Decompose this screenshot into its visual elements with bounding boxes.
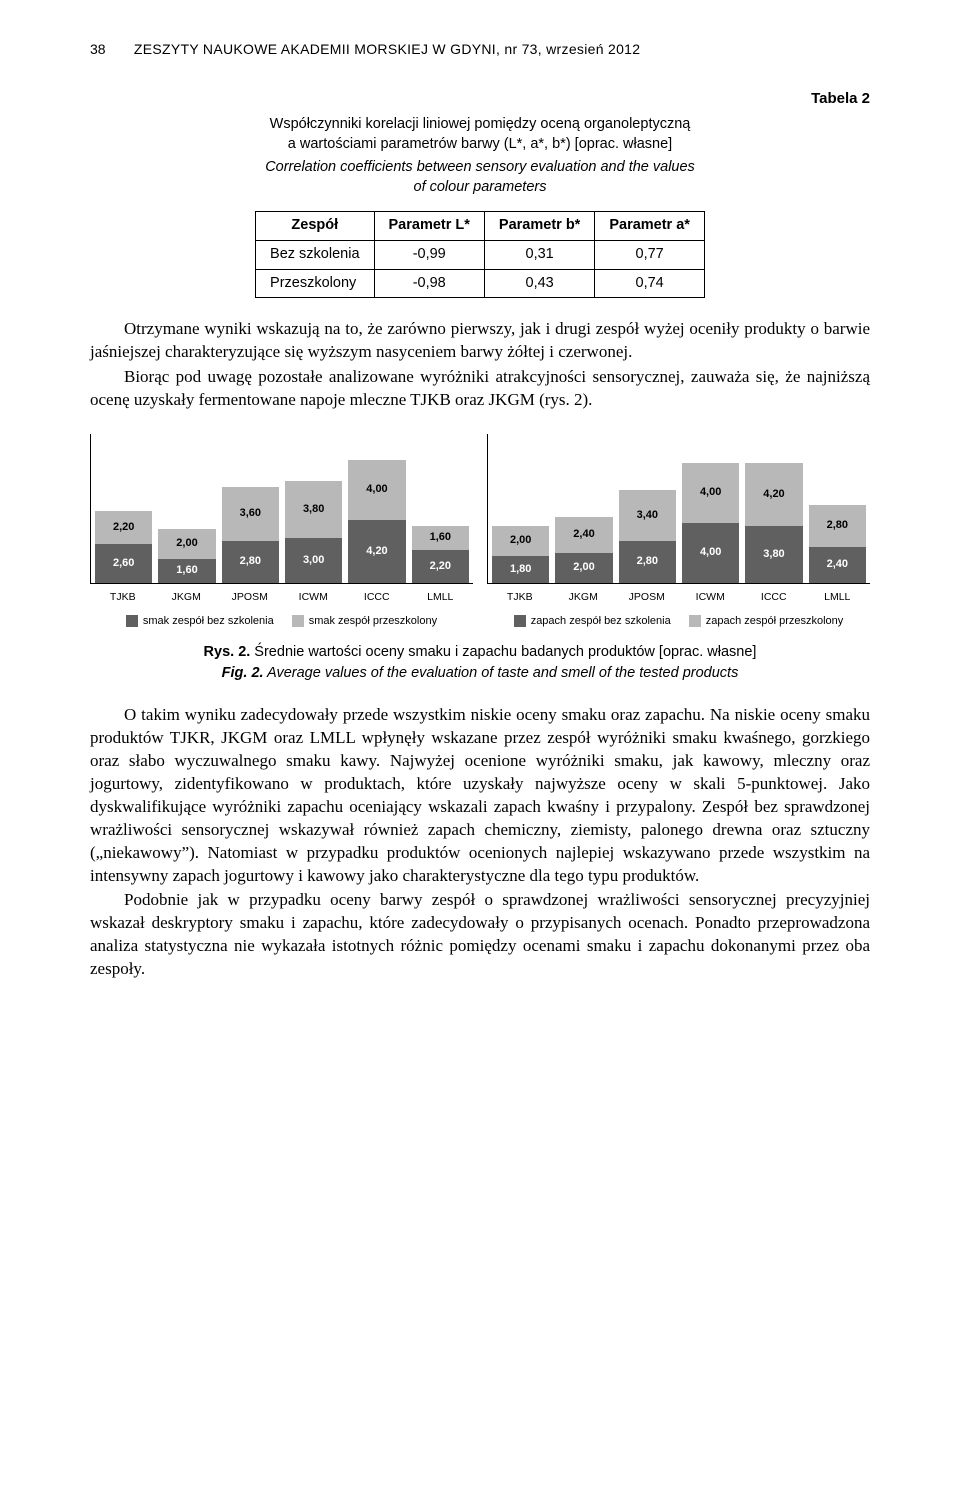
table-row: Bez szkolenia -0,99 0,31 0,77 <box>256 240 705 269</box>
bar: 2,402,80 <box>809 505 866 583</box>
legend-item: smak zespół bez szkolenia <box>126 614 274 629</box>
bar-segment: 2,80 <box>619 541 676 583</box>
running-header: 38 ZESZYTY NAUKOWE AKADEMII MORSKIEJ W G… <box>90 40 870 59</box>
x-axis-label: TJKB <box>94 590 152 604</box>
bar-segment: 2,00 <box>555 553 612 583</box>
bar-segment: 4,00 <box>682 523 739 583</box>
bar: 2,002,40 <box>555 517 612 583</box>
legend-item: smak zespół przeszkolony <box>292 614 437 629</box>
bar: 4,204,00 <box>348 460 405 583</box>
legend-item: zapach zespół przeszkolony <box>689 614 844 629</box>
bar-segment: 4,00 <box>682 463 739 523</box>
bar-segment: 2,00 <box>492 526 549 556</box>
bar: 2,803,40 <box>619 490 676 583</box>
paragraph: Biorąc pod uwagę pozostałe analizowane w… <box>90 366 870 412</box>
bar: 2,803,60 <box>222 487 279 583</box>
bar-segment: 2,00 <box>158 529 215 559</box>
paragraph: Podobnie jak w przypadku oceny barwy zes… <box>90 889 870 981</box>
bar-segment: 1,80 <box>492 556 549 583</box>
x-axis-label: ICWM <box>285 590 343 604</box>
legend-item: zapach zespół bez szkolenia <box>514 614 671 629</box>
bar-segment: 1,60 <box>158 559 215 583</box>
x-axis-label: JPOSM <box>618 590 676 604</box>
bar: 3,804,20 <box>745 463 802 583</box>
charts-container: 2,602,201,602,002,803,603,003,804,204,00… <box>90 434 870 629</box>
bar-segment: 3,80 <box>745 526 802 583</box>
bar-segment: 3,80 <box>285 481 342 538</box>
bar: 4,004,00 <box>682 463 739 583</box>
bar-segment: 2,40 <box>555 517 612 553</box>
bar: 3,003,80 <box>285 481 342 583</box>
bar-segment: 4,20 <box>745 463 802 526</box>
correlation-table: Zespół Parametr L* Parametr b* Parametr … <box>255 211 705 298</box>
chart-legend: zapach zespół bez szkolenia zapach zespó… <box>487 614 870 629</box>
bar-segment: 3,40 <box>619 490 676 541</box>
x-axis-label: JPOSM <box>221 590 279 604</box>
smell-chart: 1,802,002,002,402,803,404,004,003,804,20… <box>487 434 870 629</box>
bar: 2,201,60 <box>412 526 469 583</box>
figure-caption-pl: Rys. 2. Średnie wartości oceny smaku i z… <box>90 643 870 663</box>
table-caption-pl: Współczynniki korelacji liniowej pomiędz… <box>90 115 870 154</box>
bar-segment: 2,40 <box>809 547 866 583</box>
x-axis-label: JKGM <box>158 590 216 604</box>
x-axis-label: ICCC <box>348 590 406 604</box>
taste-chart: 2,602,201,602,002,803,603,003,804,204,00… <box>90 434 473 629</box>
legend-swatch <box>126 615 138 627</box>
bar-segment: 2,20 <box>95 511 152 544</box>
col-header: Parametr L* <box>374 212 484 241</box>
table-caption-en: Correlation coefficients between sensory… <box>90 158 870 197</box>
bar-segment: 1,60 <box>412 526 469 550</box>
x-axis-label: LMLL <box>412 590 470 604</box>
bar: 1,602,00 <box>158 529 215 583</box>
x-axis-label: LMLL <box>809 590 867 604</box>
col-header: Parametr b* <box>484 212 594 241</box>
figure-caption-en: Fig. 2. Average values of the evaluation… <box>90 664 870 684</box>
bar: 1,802,00 <box>492 526 549 583</box>
x-axis-label: ICCC <box>745 590 803 604</box>
table-row: Przeszkolony -0,98 0,43 0,74 <box>256 269 705 298</box>
x-axis-label: JKGM <box>555 590 613 604</box>
legend-swatch <box>292 615 304 627</box>
bar-segment: 3,00 <box>285 538 342 583</box>
chart-legend: smak zespół bez szkolenia smak zespół pr… <box>90 614 473 629</box>
legend-swatch <box>514 615 526 627</box>
bar-segment: 2,80 <box>222 541 279 583</box>
bar-segment: 2,80 <box>809 505 866 547</box>
bar-segment: 4,00 <box>348 460 405 520</box>
bar-segment: 2,60 <box>95 544 152 583</box>
legend-swatch <box>689 615 701 627</box>
paragraph: Otrzymane wyniki wskazują na to, że zaró… <box>90 318 870 364</box>
col-header: Zespół <box>256 212 374 241</box>
table-label: Tabela 2 <box>90 89 870 109</box>
bar-segment: 3,60 <box>222 487 279 541</box>
bar-segment: 4,20 <box>348 520 405 583</box>
journal-title: ZESZYTY NAUKOWE AKADEMII MORSKIEJ W GDYN… <box>134 41 640 57</box>
paragraph: O takim wyniku zadecydowały przede wszys… <box>90 704 870 888</box>
x-axis-label: ICWM <box>682 590 740 604</box>
x-axis-label: TJKB <box>491 590 549 604</box>
col-header: Parametr a* <box>595 212 705 241</box>
page-number: 38 <box>90 40 130 59</box>
bar-segment: 2,20 <box>412 550 469 583</box>
bar: 2,602,20 <box>95 511 152 583</box>
